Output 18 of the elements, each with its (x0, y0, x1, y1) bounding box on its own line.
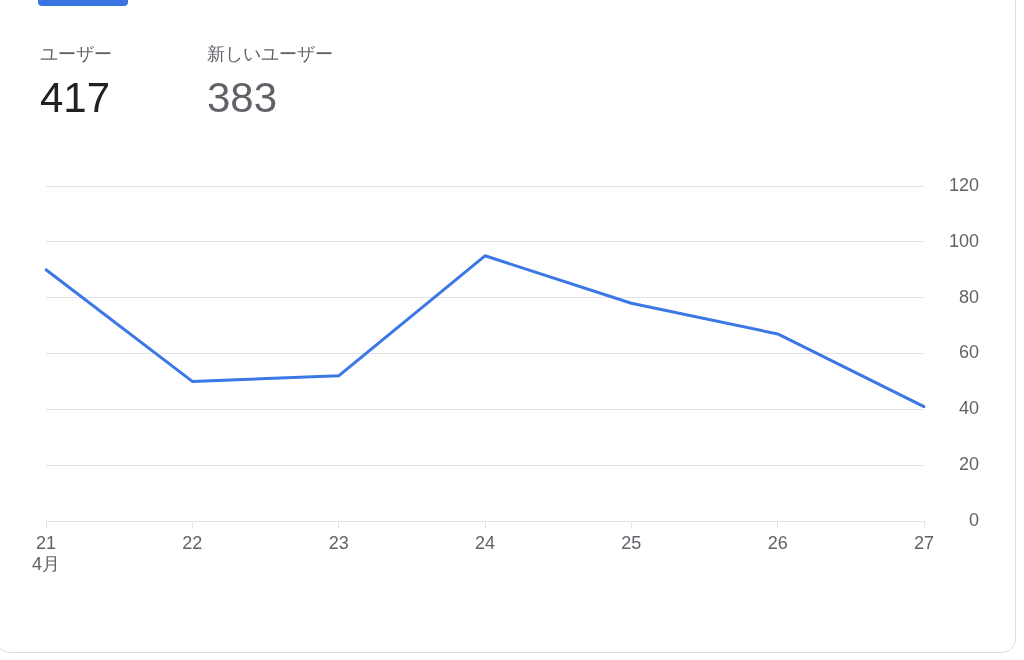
x-tick-label: 21 4月 (31, 532, 61, 575)
text: 383 (207, 73, 279, 123)
text: 417 (40, 73, 112, 123)
text: 新しいユーザー (207, 43, 333, 66)
y-tick-label: 60 (958, 342, 979, 363)
text: ユーザー (40, 43, 112, 66)
y-tick-label: 100 (948, 230, 979, 251)
y-tick-label: 40 (958, 398, 979, 419)
x-tick-label: 23 (328, 532, 349, 553)
x-tick-label: 26 (767, 532, 788, 553)
y-tick-label: 80 (958, 286, 979, 307)
x-tick-label: 27 (913, 532, 935, 553)
y-tick-label: 120 (948, 174, 979, 195)
y-tick-label: 0 (968, 509, 979, 530)
x-tick-label: 24 (474, 532, 496, 553)
y-tick-label: 20 (958, 454, 979, 475)
x-tick-label: 22 (182, 532, 203, 553)
x-tick-label: 25 (621, 532, 642, 553)
